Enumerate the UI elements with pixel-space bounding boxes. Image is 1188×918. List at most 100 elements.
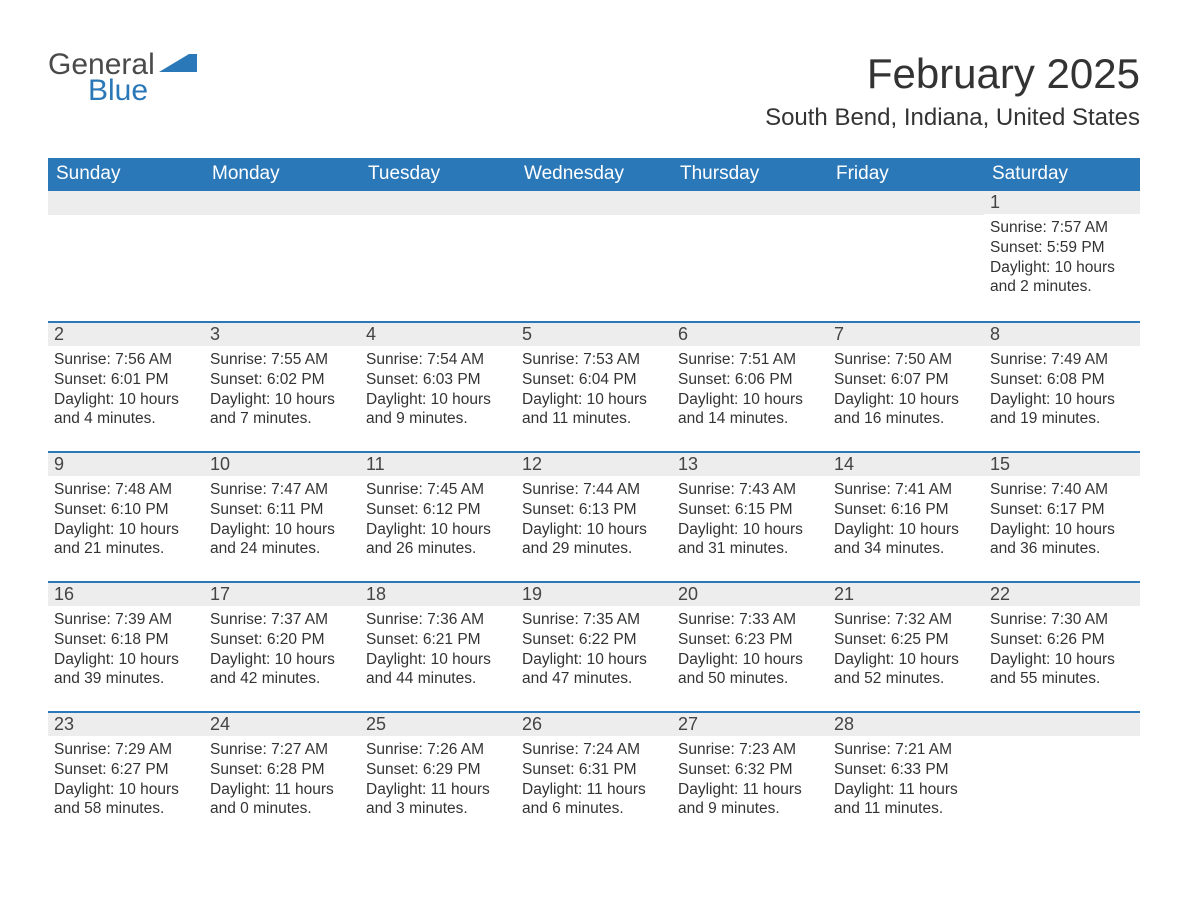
calendar-day-cell	[672, 191, 828, 321]
calendar-day-cell: 16Sunrise: 7:39 AMSunset: 6:18 PMDayligh…	[48, 581, 204, 711]
day-number	[48, 191, 204, 215]
calendar-day-cell: 8Sunrise: 7:49 AMSunset: 6:08 PMDaylight…	[984, 321, 1140, 451]
calendar-day-cell	[204, 191, 360, 321]
day-number: 6	[672, 321, 828, 346]
day-number: 15	[984, 451, 1140, 476]
calendar-day-cell: 24Sunrise: 7:27 AMSunset: 6:28 PMDayligh…	[204, 711, 360, 841]
day-number: 17	[204, 581, 360, 606]
calendar-day-cell: 20Sunrise: 7:33 AMSunset: 6:23 PMDayligh…	[672, 581, 828, 711]
day-number: 18	[360, 581, 516, 606]
day-number: 25	[360, 711, 516, 736]
day-details: Sunrise: 7:27 AMSunset: 6:28 PMDaylight:…	[204, 736, 360, 823]
day-number: 16	[48, 581, 204, 606]
day-header: Friday	[828, 158, 984, 191]
page-subtitle: South Bend, Indiana, United States	[765, 104, 1140, 132]
day-details: Sunrise: 7:47 AMSunset: 6:11 PMDaylight:…	[204, 476, 360, 563]
day-details: Sunrise: 7:49 AMSunset: 6:08 PMDaylight:…	[984, 346, 1140, 433]
day-details: Sunrise: 7:41 AMSunset: 6:16 PMDaylight:…	[828, 476, 984, 563]
day-number: 1	[984, 191, 1140, 214]
day-header: Thursday	[672, 158, 828, 191]
calendar-day-cell	[828, 191, 984, 321]
day-number: 4	[360, 321, 516, 346]
day-details: Sunrise: 7:24 AMSunset: 6:31 PMDaylight:…	[516, 736, 672, 823]
calendar-day-cell: 6Sunrise: 7:51 AMSunset: 6:06 PMDaylight…	[672, 321, 828, 451]
day-number	[828, 191, 984, 215]
calendar-day-cell: 3Sunrise: 7:55 AMSunset: 6:02 PMDaylight…	[204, 321, 360, 451]
day-details: Sunrise: 7:32 AMSunset: 6:25 PMDaylight:…	[828, 606, 984, 693]
logo: General Blue	[48, 50, 197, 106]
day-number: 26	[516, 711, 672, 736]
day-number: 24	[204, 711, 360, 736]
day-details: Sunrise: 7:45 AMSunset: 6:12 PMDaylight:…	[360, 476, 516, 563]
day-header: Tuesday	[360, 158, 516, 191]
day-details: Sunrise: 7:48 AMSunset: 6:10 PMDaylight:…	[48, 476, 204, 563]
calendar-day-cell: 18Sunrise: 7:36 AMSunset: 6:21 PMDayligh…	[360, 581, 516, 711]
day-number	[204, 191, 360, 215]
calendar-day-cell: 15Sunrise: 7:40 AMSunset: 6:17 PMDayligh…	[984, 451, 1140, 581]
calendar-day-cell: 26Sunrise: 7:24 AMSunset: 6:31 PMDayligh…	[516, 711, 672, 841]
calendar-day-cell: 7Sunrise: 7:50 AMSunset: 6:07 PMDaylight…	[828, 321, 984, 451]
day-details: Sunrise: 7:57 AMSunset: 5:59 PMDaylight:…	[984, 214, 1140, 301]
day-number: 19	[516, 581, 672, 606]
logo-text: General Blue	[48, 50, 197, 106]
day-header: Sunday	[48, 158, 204, 191]
calendar-day-cell: 2Sunrise: 7:56 AMSunset: 6:01 PMDaylight…	[48, 321, 204, 451]
calendar-day-cell: 23Sunrise: 7:29 AMSunset: 6:27 PMDayligh…	[48, 711, 204, 841]
calendar-day-cell: 28Sunrise: 7:21 AMSunset: 6:33 PMDayligh…	[828, 711, 984, 841]
day-number	[672, 191, 828, 215]
calendar-day-cell: 10Sunrise: 7:47 AMSunset: 6:11 PMDayligh…	[204, 451, 360, 581]
day-details: Sunrise: 7:44 AMSunset: 6:13 PMDaylight:…	[516, 476, 672, 563]
day-details: Sunrise: 7:51 AMSunset: 6:06 PMDaylight:…	[672, 346, 828, 433]
calendar-day-cell: 9Sunrise: 7:48 AMSunset: 6:10 PMDaylight…	[48, 451, 204, 581]
calendar-day-cell: 5Sunrise: 7:53 AMSunset: 6:04 PMDaylight…	[516, 321, 672, 451]
day-number: 10	[204, 451, 360, 476]
day-details: Sunrise: 7:33 AMSunset: 6:23 PMDaylight:…	[672, 606, 828, 693]
day-details: Sunrise: 7:54 AMSunset: 6:03 PMDaylight:…	[360, 346, 516, 433]
calendar-day-cell	[48, 191, 204, 321]
calendar-day-cell: 17Sunrise: 7:37 AMSunset: 6:20 PMDayligh…	[204, 581, 360, 711]
day-number	[984, 711, 1140, 736]
calendar-day-cell: 11Sunrise: 7:45 AMSunset: 6:12 PMDayligh…	[360, 451, 516, 581]
calendar-day-cell: 21Sunrise: 7:32 AMSunset: 6:25 PMDayligh…	[828, 581, 984, 711]
day-header: Saturday	[984, 158, 1140, 191]
calendar-day-cell: 14Sunrise: 7:41 AMSunset: 6:16 PMDayligh…	[828, 451, 984, 581]
day-header: Wednesday	[516, 158, 672, 191]
day-number	[516, 191, 672, 215]
calendar-day-cell: 19Sunrise: 7:35 AMSunset: 6:22 PMDayligh…	[516, 581, 672, 711]
day-details: Sunrise: 7:21 AMSunset: 6:33 PMDaylight:…	[828, 736, 984, 823]
calendar-day-cell: 12Sunrise: 7:44 AMSunset: 6:13 PMDayligh…	[516, 451, 672, 581]
day-details: Sunrise: 7:53 AMSunset: 6:04 PMDaylight:…	[516, 346, 672, 433]
calendar-week-row: 1Sunrise: 7:57 AMSunset: 5:59 PMDaylight…	[48, 191, 1140, 321]
day-number: 12	[516, 451, 672, 476]
logo-flag-icon	[159, 54, 197, 76]
calendar-header-row: SundayMondayTuesdayWednesdayThursdayFrid…	[48, 158, 1140, 191]
calendar-week-row: 16Sunrise: 7:39 AMSunset: 6:18 PMDayligh…	[48, 581, 1140, 711]
day-number: 27	[672, 711, 828, 736]
day-number: 2	[48, 321, 204, 346]
day-number: 11	[360, 451, 516, 476]
day-details: Sunrise: 7:23 AMSunset: 6:32 PMDaylight:…	[672, 736, 828, 823]
day-number: 21	[828, 581, 984, 606]
page-title: February 2025	[765, 50, 1140, 98]
day-number: 14	[828, 451, 984, 476]
day-number: 23	[48, 711, 204, 736]
day-number: 20	[672, 581, 828, 606]
calendar-day-cell	[984, 711, 1140, 841]
day-details: Sunrise: 7:39 AMSunset: 6:18 PMDaylight:…	[48, 606, 204, 693]
day-details: Sunrise: 7:30 AMSunset: 6:26 PMDaylight:…	[984, 606, 1140, 693]
calendar-day-cell: 22Sunrise: 7:30 AMSunset: 6:26 PMDayligh…	[984, 581, 1140, 711]
page-header: General Blue February 2025 South Bend, I…	[48, 50, 1140, 150]
day-details: Sunrise: 7:43 AMSunset: 6:15 PMDaylight:…	[672, 476, 828, 563]
day-details: Sunrise: 7:55 AMSunset: 6:02 PMDaylight:…	[204, 346, 360, 433]
calendar-day-cell	[360, 191, 516, 321]
calendar-week-row: 9Sunrise: 7:48 AMSunset: 6:10 PMDaylight…	[48, 451, 1140, 581]
day-details: Sunrise: 7:29 AMSunset: 6:27 PMDaylight:…	[48, 736, 204, 823]
day-details: Sunrise: 7:37 AMSunset: 6:20 PMDaylight:…	[204, 606, 360, 693]
calendar-week-row: 2Sunrise: 7:56 AMSunset: 6:01 PMDaylight…	[48, 321, 1140, 451]
day-details: Sunrise: 7:35 AMSunset: 6:22 PMDaylight:…	[516, 606, 672, 693]
calendar-week-row: 23Sunrise: 7:29 AMSunset: 6:27 PMDayligh…	[48, 711, 1140, 841]
day-number: 22	[984, 581, 1140, 606]
calendar-day-cell: 4Sunrise: 7:54 AMSunset: 6:03 PMDaylight…	[360, 321, 516, 451]
day-details: Sunrise: 7:56 AMSunset: 6:01 PMDaylight:…	[48, 346, 204, 433]
day-number: 3	[204, 321, 360, 346]
